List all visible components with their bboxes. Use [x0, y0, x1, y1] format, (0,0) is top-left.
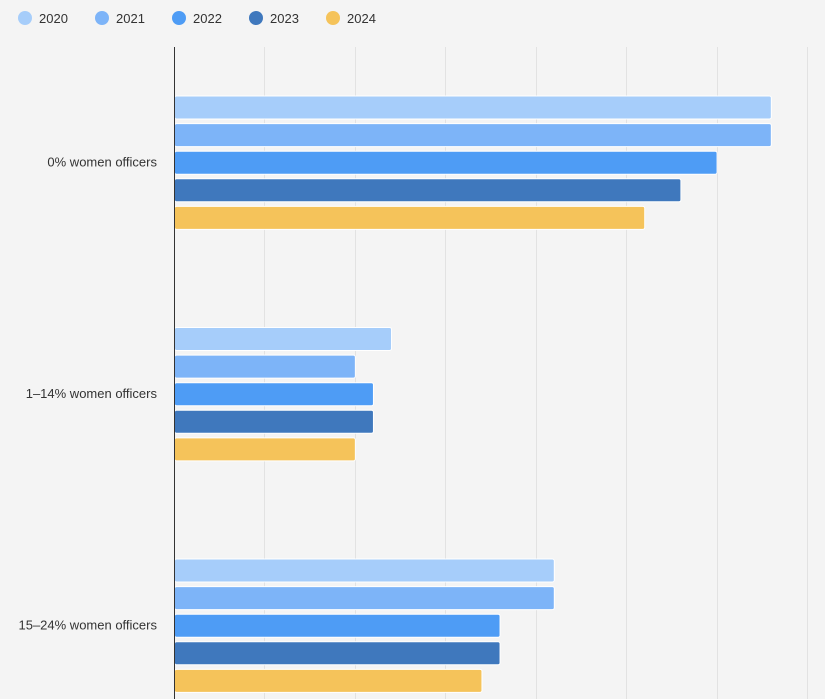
category-label: 0% women officers [47, 155, 157, 170]
legend-swatch [326, 11, 340, 25]
legend-label: 2022 [193, 11, 222, 26]
legend-label: 2024 [347, 11, 376, 26]
bar-2021-0[interactable] [174, 123, 772, 148]
legend-label: 2023 [270, 11, 299, 26]
legend-item-2020[interactable]: 2020 [18, 11, 68, 26]
bar-2023-2[interactable] [174, 641, 501, 666]
bar-2020-1[interactable] [174, 327, 393, 351]
legend-item-2022[interactable]: 2022 [172, 11, 222, 26]
legend-swatch [172, 11, 186, 25]
legend-item-2023[interactable]: 2023 [249, 11, 299, 26]
bar-2022-0[interactable] [174, 150, 718, 175]
legend-label: 2021 [116, 11, 145, 26]
bars [174, 95, 772, 693]
category-label: 15–24% women officers [18, 618, 157, 633]
legend-swatch [249, 11, 263, 25]
bar-2021-1[interactable] [174, 354, 356, 379]
legend-item-2021[interactable]: 2021 [95, 11, 145, 26]
bar-2020-2[interactable] [174, 558, 555, 583]
legend-swatch [95, 11, 109, 25]
legend-swatch [18, 11, 32, 25]
legend: 2020 2021 2022 2023 2024 [18, 11, 376, 26]
category-labels: 0% women officers 1–14% women officers 15–… [18, 155, 157, 633]
legend-item-2024[interactable]: 2024 [326, 11, 376, 26]
bar-2021-2[interactable] [174, 586, 555, 611]
bar-2024-1[interactable] [174, 437, 356, 462]
bar-2020-0[interactable] [174, 95, 772, 120]
bar-2023-0[interactable] [174, 178, 682, 203]
bar-2024-2[interactable] [174, 668, 483, 693]
bar-2022-1[interactable] [174, 382, 374, 407]
category-label: 1–14% women officers [26, 386, 158, 401]
bar-2024-0[interactable] [174, 205, 646, 230]
bar-2023-1[interactable] [174, 409, 374, 434]
legend-label: 2020 [39, 11, 68, 26]
bar-2022-2[interactable] [174, 613, 501, 638]
